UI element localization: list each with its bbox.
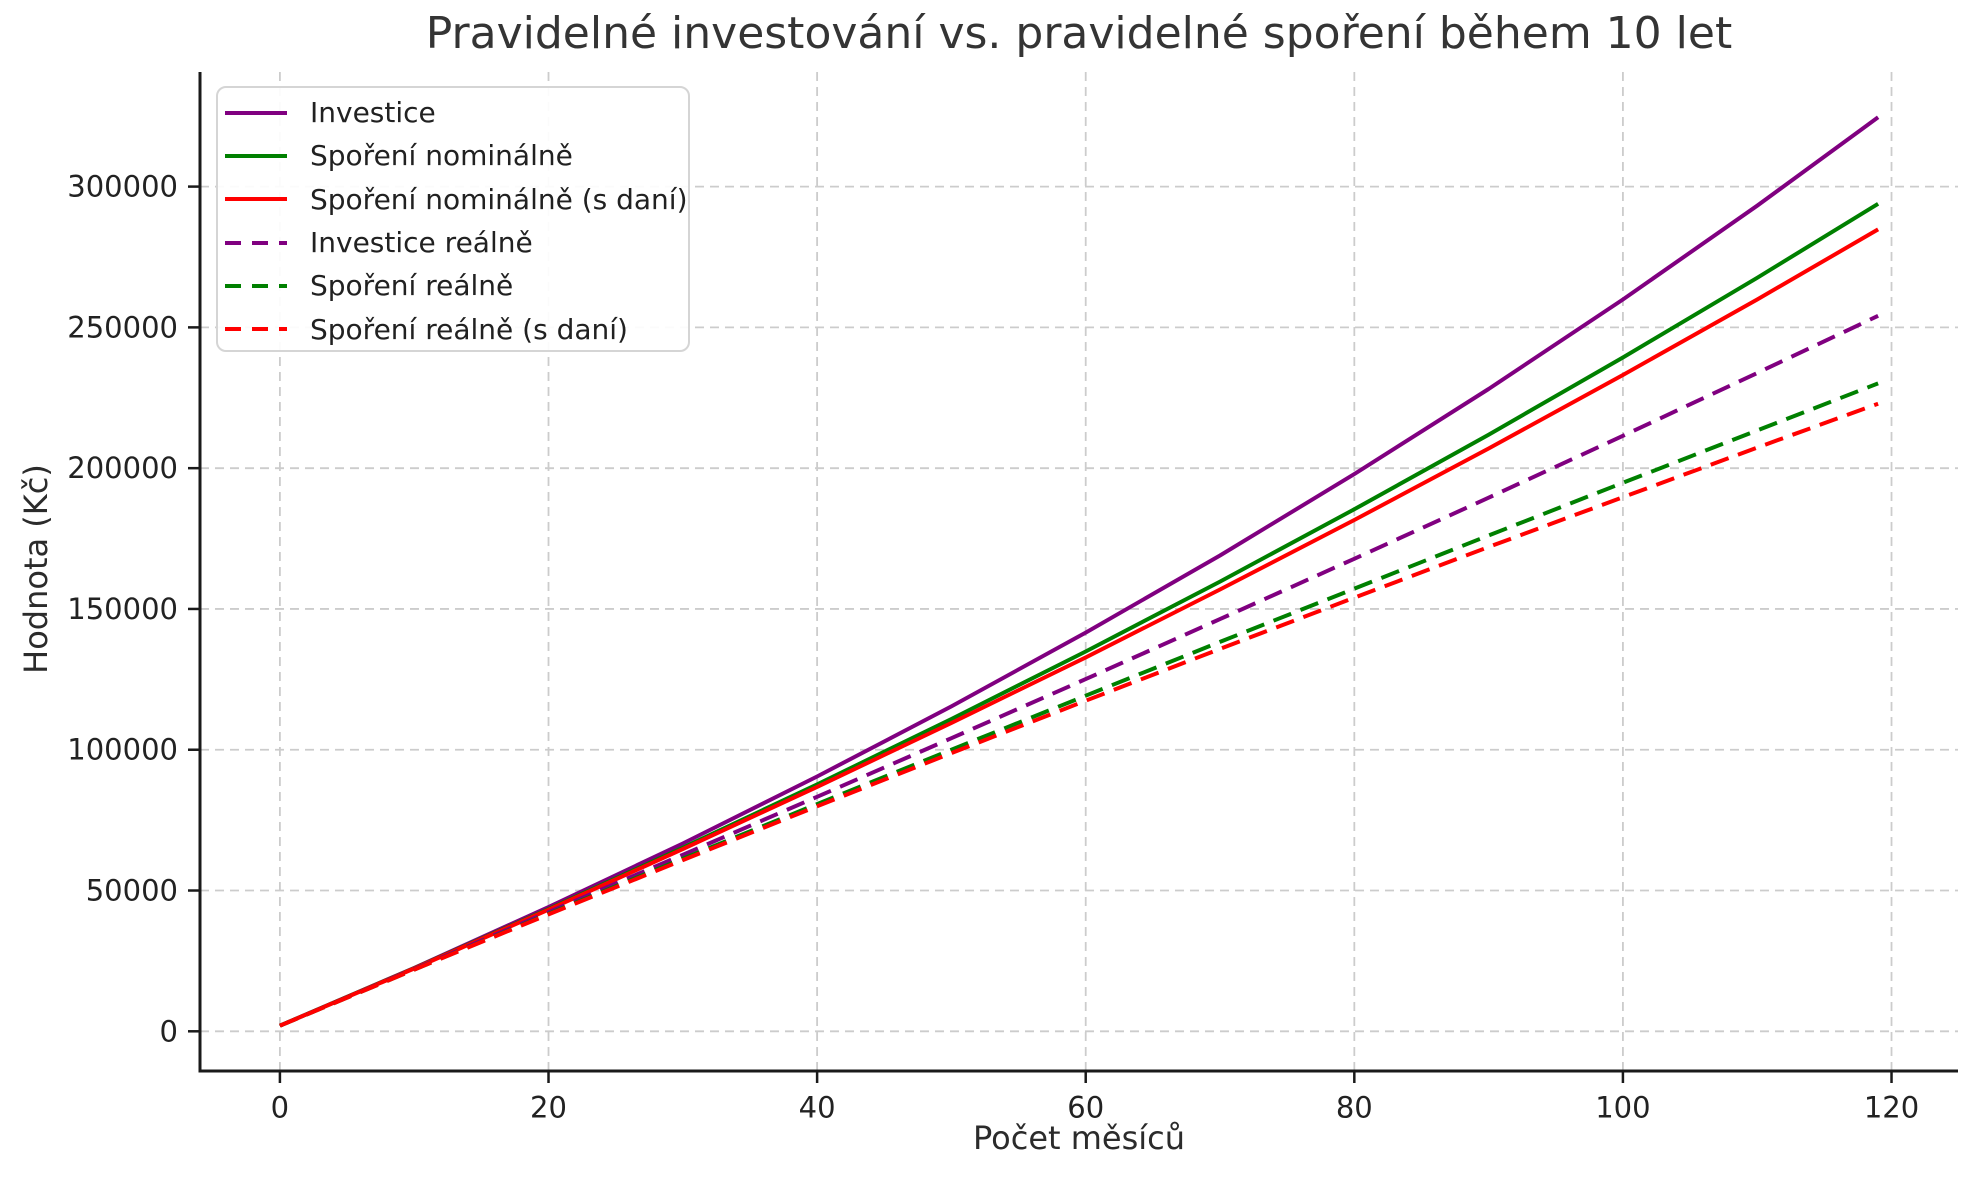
legend-item-sporeni-realne: Spoření reálně: [218, 264, 688, 307]
legend-label-investice: Investice: [310, 96, 436, 130]
y-tick-label: 250000: [67, 310, 178, 344]
x-tick-label: 100: [1595, 1091, 1650, 1125]
legend-label-sporeni-realne: Spoření reálně: [310, 269, 514, 303]
legend-item-sporeni-nominalne: Spoření nominálně: [218, 134, 688, 177]
legend-item-investice: Investice: [218, 91, 688, 134]
x-tick-label: 80: [1336, 1091, 1373, 1125]
x-tick-label: 0: [271, 1091, 289, 1125]
y-tick-label: 0: [160, 1014, 178, 1048]
y-tick-label: 50000: [86, 874, 178, 908]
series-line-5: [279, 401, 1879, 1028]
legend-item-sporeni-nominalne-s-dani: Spoření nominálně (s daní): [218, 178, 688, 221]
x-tick-label: 40: [799, 1091, 836, 1125]
x-axis-title: Počet měsíců: [972, 1119, 1186, 1157]
legend-swatch-sporeni-realne-s-dani: [225, 327, 287, 332]
legend-label-investice-realne: Investice reálně: [310, 226, 533, 260]
legend-label-sporeni-realne-s-dani: Spoření reálně (s daní): [310, 312, 628, 346]
series-line-2: [279, 227, 1880, 1028]
series-line-4: [279, 381, 1879, 1028]
legend-swatch-investice-realne: [225, 240, 287, 245]
legend: Investice Spoření nominálně Spoření nomi…: [216, 86, 690, 352]
legend-item-sporeni-realne-s-dani: Spoření reálně (s daní): [218, 307, 688, 350]
legend-swatch-sporeni-nominalne-s-dani: [225, 197, 287, 202]
legend-label-sporeni-nominalne: Spoření nominálně: [310, 139, 573, 173]
legend-label-sporeni-nominalne-s-dani: Spoření nominálně (s daní): [310, 182, 688, 216]
y-tick-label: 150000: [67, 592, 178, 626]
y-tick-label: 300000: [67, 170, 178, 204]
legend-swatch-sporeni-nominalne: [225, 153, 287, 158]
legend-swatch-sporeni-realne: [225, 283, 287, 288]
x-tick-label: 120: [1864, 1091, 1919, 1125]
x-tick-label: 60: [1067, 1091, 1104, 1125]
legend-item-investice-realne: Investice reálně: [218, 221, 688, 264]
chart-title: Pravidelné investování vs. pravidelné sp…: [425, 8, 1733, 59]
y-tick-label: 100000: [67, 733, 178, 767]
x-tick-label: 20: [530, 1091, 567, 1125]
y-tick-label: 200000: [67, 451, 178, 485]
legend-swatch-investice: [225, 110, 287, 115]
